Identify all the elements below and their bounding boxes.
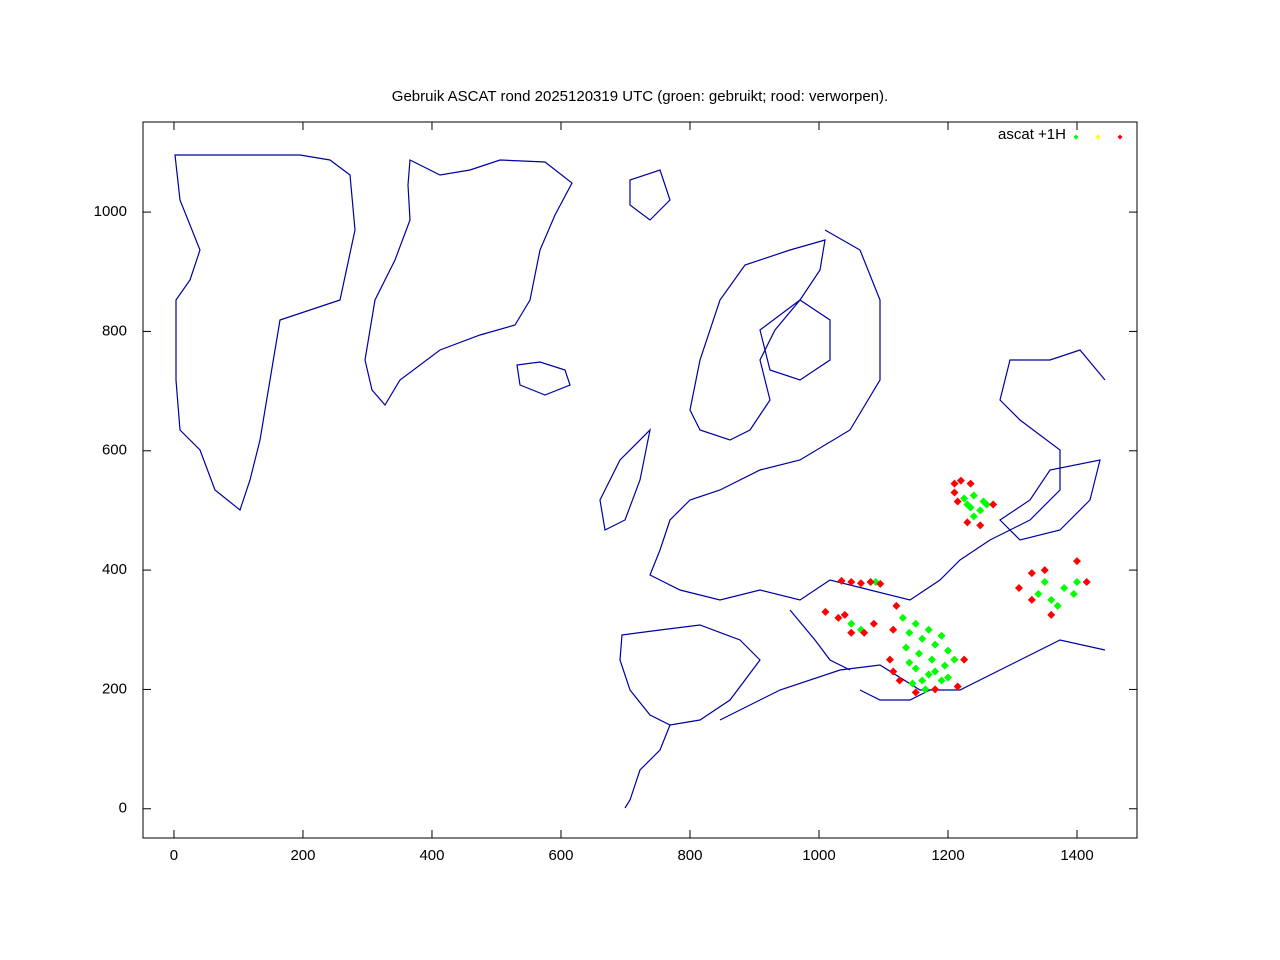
data-point <box>950 488 959 497</box>
data-point <box>950 655 959 664</box>
legend-label: ascat +1H <box>998 126 1066 143</box>
data-point <box>905 658 914 667</box>
data-point <box>969 512 978 521</box>
data-point <box>914 649 923 658</box>
data-point <box>931 640 940 649</box>
x-tick-label: 600 <box>548 847 573 864</box>
y-tick-label: 1000 <box>94 203 127 220</box>
x-tick-label: 0 <box>170 847 178 864</box>
data-point <box>944 673 953 682</box>
data-point <box>940 661 949 670</box>
data-point <box>963 518 972 527</box>
data-point <box>1040 566 1049 575</box>
data-point <box>937 631 946 640</box>
data-point <box>956 476 965 485</box>
data-point <box>1027 595 1036 604</box>
data-point <box>1034 589 1043 598</box>
data-point <box>969 491 978 500</box>
x-tick-label: 1400 <box>1060 847 1093 864</box>
data-point <box>902 643 911 652</box>
data-point <box>927 655 936 664</box>
legend-marker <box>1073 134 1079 140</box>
data-point <box>924 670 933 679</box>
y-tick-label: 400 <box>102 561 127 578</box>
data-point <box>976 521 985 530</box>
data-point <box>921 685 930 694</box>
data-point <box>876 579 885 588</box>
data-point <box>1073 578 1082 587</box>
data-point <box>856 579 865 588</box>
data-point <box>885 655 894 664</box>
data-point <box>911 619 920 628</box>
data-point <box>1047 610 1056 619</box>
data-point <box>895 676 904 685</box>
data-point <box>908 679 917 688</box>
legend-marker <box>1117 134 1123 140</box>
y-tick-label: 200 <box>102 680 127 697</box>
x-tick-label: 1200 <box>931 847 964 864</box>
data-point <box>866 578 875 587</box>
data-point <box>911 664 920 673</box>
data-point <box>869 619 878 628</box>
data-point <box>918 676 927 685</box>
data-point <box>953 682 962 691</box>
y-tick-label: 0 <box>119 800 127 817</box>
data-point <box>931 685 940 694</box>
plot-frame <box>142 121 1138 839</box>
data-point <box>821 607 830 616</box>
data-point <box>982 500 991 509</box>
data-point <box>847 628 856 637</box>
data-point <box>1027 569 1036 578</box>
data-point <box>1082 578 1091 587</box>
data-point <box>1040 578 1049 587</box>
data-point <box>911 688 920 697</box>
data-point <box>931 667 940 676</box>
data-point <box>989 500 998 509</box>
y-tick-label: 600 <box>102 442 127 459</box>
data-point <box>924 625 933 634</box>
data-point <box>892 601 901 610</box>
data-point <box>889 625 898 634</box>
data-point <box>840 610 849 619</box>
x-tick-label: 400 <box>419 847 444 864</box>
legend-marker <box>1095 134 1101 140</box>
data-point <box>1060 583 1069 592</box>
data-point <box>960 494 969 503</box>
data-point <box>963 500 972 509</box>
data-point <box>944 646 953 655</box>
data-point <box>1069 589 1078 598</box>
chart-title: Gebruik ASCAT rond 2025120319 UTC (groen… <box>392 88 888 105</box>
data-point <box>937 676 946 685</box>
data-point <box>847 578 856 587</box>
data-point <box>837 576 846 585</box>
data-point <box>898 613 907 622</box>
x-tick-label: 1000 <box>802 847 835 864</box>
x-tick-label: 800 <box>677 847 702 864</box>
data-point <box>860 628 869 637</box>
data-point <box>960 655 969 664</box>
data-point <box>1047 595 1056 604</box>
data-point <box>1053 601 1062 610</box>
data-point <box>953 497 962 506</box>
data-point <box>889 667 898 676</box>
data-point <box>834 613 843 622</box>
data-point <box>905 628 914 637</box>
data-point <box>847 619 856 628</box>
data-point <box>918 634 927 643</box>
coastlines <box>174 154 1106 809</box>
x-tick-label: 200 <box>290 847 315 864</box>
data-point <box>950 479 959 488</box>
data-point <box>1073 557 1082 566</box>
data-point <box>1014 583 1023 592</box>
data-point <box>976 506 985 515</box>
data-point <box>966 479 975 488</box>
y-tick-label: 800 <box>102 322 127 339</box>
